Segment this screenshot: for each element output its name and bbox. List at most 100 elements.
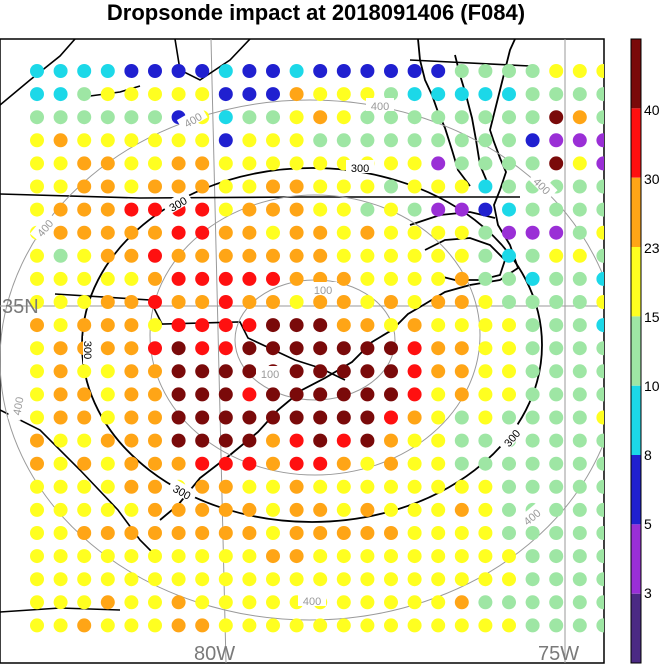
impact-dot [384, 110, 398, 125]
impact-dot [266, 572, 280, 587]
impact-dot [242, 225, 257, 240]
impact-dot [195, 202, 210, 217]
impact-dot [525, 456, 540, 471]
impact-dot [525, 271, 540, 286]
colorbar-box [631, 455, 641, 525]
impact-dot [53, 479, 68, 494]
impact-dot [336, 271, 351, 286]
impact-dot [77, 618, 92, 633]
impact-dot [502, 341, 516, 356]
impact-dot [124, 110, 139, 125]
map-title: Dropsonde impact at 2018091406 (F084) [106, 0, 526, 25]
impact-dot [525, 156, 540, 171]
impact-dot [77, 248, 92, 263]
impact-dot [53, 318, 68, 333]
impact-dot [195, 526, 210, 540]
impact-dot [454, 479, 469, 494]
impact-dot [502, 410, 516, 425]
impact-dot [572, 549, 587, 564]
impact-dot [30, 479, 44, 494]
impact-dot [53, 202, 68, 217]
impact-dot [148, 318, 162, 333]
impact-dot [195, 410, 210, 425]
impact-dot [336, 364, 351, 379]
impact-dot [289, 202, 304, 217]
colorbar-ticks: 40 30 23 15 10 8 5 3 [644, 102, 660, 601]
impact-dot [572, 225, 587, 240]
impact-dot [360, 64, 375, 78]
impact-dot [454, 618, 469, 633]
impact-dot [549, 549, 564, 564]
impact-dot [218, 618, 233, 633]
impact-dot [77, 225, 92, 240]
impact-dot [549, 202, 564, 217]
impact-dot [407, 64, 422, 78]
impact-dot [148, 502, 162, 517]
impact-dot [313, 295, 328, 309]
impact-dot [407, 572, 422, 587]
impact-dot [525, 225, 540, 240]
impact-dot [525, 572, 540, 587]
impact-dot [313, 364, 328, 379]
impact-dot [431, 595, 446, 610]
impact-dot [313, 618, 328, 633]
colorbar-box [631, 385, 641, 455]
impact-dot [124, 64, 139, 78]
impact-dot [124, 341, 139, 356]
impact-dot [218, 387, 233, 402]
impact-dot [266, 456, 280, 471]
impact-dot [218, 64, 233, 78]
impact-dot [596, 410, 604, 425]
impact-dot [384, 595, 398, 610]
impact-dot [289, 179, 304, 194]
impact-dot [596, 318, 604, 333]
impact-dot [407, 248, 422, 263]
impact-dot [572, 156, 587, 171]
colorbar-box [631, 177, 641, 247]
impact-dot [596, 271, 604, 286]
impact-dot [77, 271, 92, 286]
impact-dot [100, 595, 115, 610]
impact-dot [478, 133, 493, 148]
impact-dot [124, 595, 139, 610]
impact-dot [478, 526, 493, 540]
impact-dot [478, 248, 493, 263]
impact-dot [596, 595, 604, 610]
impact-dot [195, 618, 210, 633]
impact-dot [454, 318, 469, 333]
impact-dot [360, 110, 375, 125]
impact-dot [336, 133, 351, 148]
impact-dot [384, 502, 398, 517]
impact-dot [596, 364, 604, 379]
colorbar-box [631, 108, 641, 178]
contour-label-400-top: 400 [371, 101, 389, 113]
impact-dot [124, 456, 139, 471]
impact-dot [171, 618, 186, 633]
impact-dot [549, 526, 564, 540]
impact-dot [431, 248, 446, 263]
impact-dot [30, 133, 44, 148]
impact-dot [572, 364, 587, 379]
impact-dot [30, 87, 44, 102]
colorbar-box [631, 39, 641, 109]
impact-dot [478, 618, 493, 633]
impact-dot [30, 526, 44, 540]
impact-dot [30, 202, 44, 217]
impact-dot [100, 318, 115, 333]
colorbar-outline [630, 38, 642, 664]
impact-dot [596, 549, 604, 564]
impact-dot [53, 110, 68, 125]
impact-dot [502, 595, 516, 610]
impact-dot [53, 526, 68, 540]
impact-dot [360, 433, 375, 448]
impact-dot [454, 64, 469, 78]
impact-dot [289, 433, 304, 448]
impact-dot [502, 202, 516, 217]
impact-dot [502, 87, 516, 102]
impact-dot [77, 318, 92, 333]
impact-dot [596, 387, 604, 402]
impact-dot [100, 433, 115, 448]
impact-dot [100, 179, 115, 194]
impact-dot [289, 341, 304, 356]
